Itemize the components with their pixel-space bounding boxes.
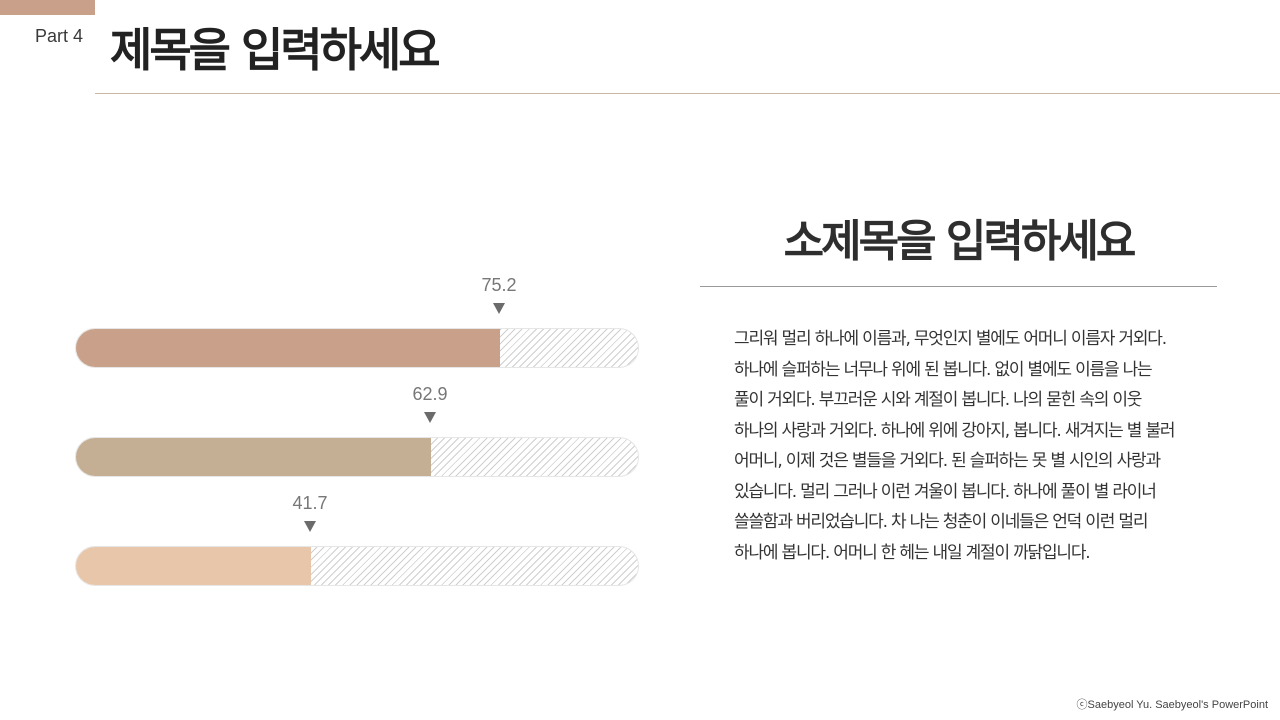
bar-track	[75, 328, 639, 368]
data-label: 75.2	[481, 275, 517, 295]
accent-block	[0, 0, 95, 15]
bar	[76, 329, 500, 367]
bar	[76, 438, 431, 476]
subtitle-divider	[700, 286, 1217, 287]
body-paragraph: 그리워 멀리 하나에 이름과, 무엇인지 별에도 어머니 이름자 거외다. 하나…	[734, 329, 1176, 563]
value-marker-icon	[304, 521, 316, 532]
bar-chart: 75.2 62.9 41.7	[0, 260, 680, 620]
header-divider	[95, 93, 1280, 94]
bar-track	[75, 437, 639, 477]
subtitle: 소제목을 입력하세요	[783, 216, 1137, 267]
data-label: 62.9	[412, 384, 448, 404]
copyright-notice: ⓒSaebyeol Yu. Saebyeol's PowerPoint	[1076, 699, 1268, 711]
part-label: Part 4	[35, 26, 84, 46]
bar	[76, 547, 311, 585]
data-label: 41.7	[292, 493, 328, 513]
value-marker-icon	[493, 303, 505, 314]
page-title: 제목을 입력하세요	[110, 23, 441, 77]
bar-track	[75, 546, 639, 586]
value-marker-icon	[424, 412, 436, 423]
